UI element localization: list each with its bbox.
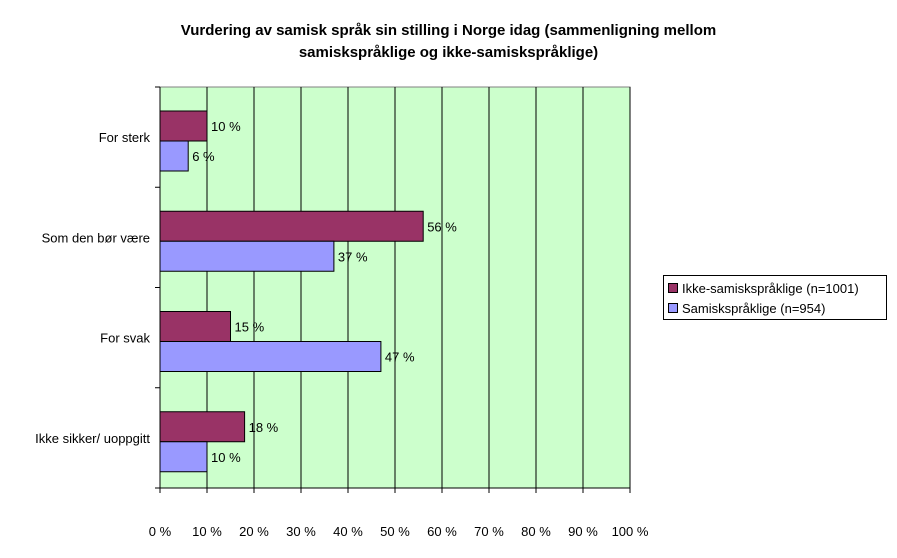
x-tick-label: 50 % xyxy=(380,524,410,539)
legend-swatch-series-2 xyxy=(668,303,678,313)
legend-item-series-2: Samiskspråklige (n=954) xyxy=(664,298,886,318)
data-label: 10 % xyxy=(211,450,241,465)
data-label: 56 % xyxy=(427,219,457,234)
category-label: Ikke sikker/ uoppgitt xyxy=(35,431,150,446)
x-tick-label: 60 % xyxy=(427,524,457,539)
chart-title: Vurdering av samisk språk sin stilling i… xyxy=(0,20,897,64)
bar-series-2 xyxy=(159,140,189,172)
bar-series-1 xyxy=(159,110,208,142)
bars xyxy=(159,110,424,473)
bar-series-2 xyxy=(159,441,208,473)
category-label: Som den bør være xyxy=(42,230,150,245)
bar-series-2 xyxy=(159,341,382,372)
data-label: 47 % xyxy=(385,350,415,365)
legend: Ikke-samiskspråklige (n=1001) Samisksprå… xyxy=(663,275,887,320)
x-tick-label: 70 % xyxy=(474,524,504,539)
chart-title-line-1: Vurdering av samisk språk sin stilling i… xyxy=(180,22,717,39)
legend-swatch-series-1 xyxy=(668,283,678,293)
data-label: 10 % xyxy=(211,119,241,134)
x-tick-label: 20 % xyxy=(239,524,269,539)
x-tick-label: 40 % xyxy=(333,524,363,539)
category-label: For sterk xyxy=(99,130,151,145)
legend-item-series-1: Ikke-samiskspråklige (n=1001) xyxy=(664,278,886,298)
category-label: For svak xyxy=(100,331,150,346)
bar-series-2 xyxy=(159,240,335,272)
chart-title-line-2: samiskspråklige og ikke-samiskspråklige) xyxy=(298,44,599,61)
bar-series-1 xyxy=(159,210,424,242)
data-label: 18 % xyxy=(249,420,279,435)
x-tick-label: 100 % xyxy=(612,524,649,539)
data-label: 6 % xyxy=(192,149,215,164)
data-label: 15 % xyxy=(235,320,265,335)
x-tick-label: 10 % xyxy=(192,524,222,539)
bar-series-1 xyxy=(159,311,231,342)
data-label: 37 % xyxy=(338,249,368,264)
axes: 0 % 10 % 20 % 30 % 40 % 50 % 60 % 70 % 80 % 90 % 1… xyxy=(149,86,649,539)
x-tick-label: 80 % xyxy=(521,524,551,539)
labels: 10 % 6 % For sterk 56 % 37 % Som den bør være… xyxy=(35,119,457,465)
legend-label-series-1: Ikke-samiskspråklige (n=1001) xyxy=(682,280,859,296)
legend-label-series-2: Samiskspråklige (n=954) xyxy=(682,300,826,316)
grid-lines xyxy=(206,87,631,488)
x-tick-label: 30 % xyxy=(286,524,316,539)
x-tick-label: 90 % xyxy=(568,524,598,539)
x-tick-label: 0 % xyxy=(149,524,172,539)
bar-series-1 xyxy=(159,411,246,443)
